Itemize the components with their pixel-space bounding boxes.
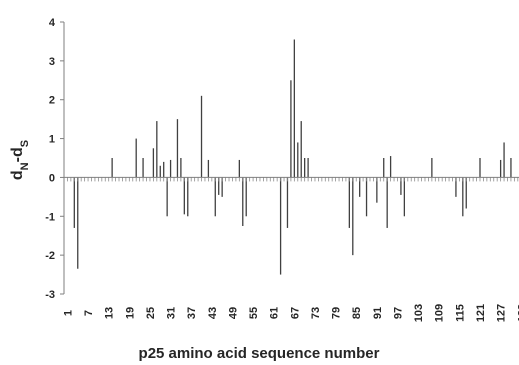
y-tick-label: 2 — [49, 95, 55, 107]
y-axis-title: dN-dS — [9, 140, 31, 180]
x-tick-label: 85 — [351, 307, 363, 319]
x-tick-label: 7 — [83, 310, 95, 316]
y-tick-label: 3 — [49, 56, 55, 68]
y-tick-label: 0 — [49, 172, 55, 184]
y-tick-label: 4 — [49, 17, 56, 29]
x-tick-label: 79 — [331, 307, 343, 319]
x-tick-label: 19 — [124, 307, 136, 319]
x-tick-label: 115 — [454, 304, 466, 322]
x-tick-label: 97 — [392, 307, 404, 319]
x-tick-label: 25 — [145, 307, 157, 319]
x-tick-label: 1 — [62, 310, 74, 316]
x-tick-label: 67 — [289, 307, 301, 319]
x-tick-labels: 1 7 13 19 25 31 37 43 49 55 61 67 73 79 85 91 97 103 109 11… — [62, 304, 519, 322]
bar-group — [73, 39, 512, 275]
x-tick-label: 31 — [166, 307, 178, 319]
x-axis-title: p25 amino acid sequence number — [139, 345, 380, 362]
x-tick-label: 49 — [227, 307, 239, 319]
x-tick-label: 133 — [516, 304, 519, 322]
x-tick-label: 55 — [248, 307, 260, 319]
x-tick-label: 109 — [434, 304, 446, 322]
y-tick-label: 1 — [49, 134, 55, 146]
x-tick-label: 121 — [475, 304, 487, 322]
y-axis-ticks: -3 -2 -1 0 1 2 3 4 — [45, 17, 64, 301]
x-tick-label: 37 — [186, 307, 198, 319]
x-tick-label: 61 — [269, 307, 281, 319]
x-tick-label: 13 — [104, 307, 116, 319]
y-tick-label: -1 — [45, 211, 55, 223]
x-tick-label: 73 — [310, 307, 322, 319]
x-minor-ticks — [67, 177, 519, 182]
y-tick-label: -2 — [45, 250, 55, 262]
x-tick-label: 127 — [496, 304, 508, 322]
y-tick-label: -3 — [45, 289, 55, 301]
x-tick-label: 91 — [372, 307, 384, 319]
x-tick-label: 103 — [413, 304, 425, 322]
x-tick-label: 43 — [207, 307, 219, 319]
